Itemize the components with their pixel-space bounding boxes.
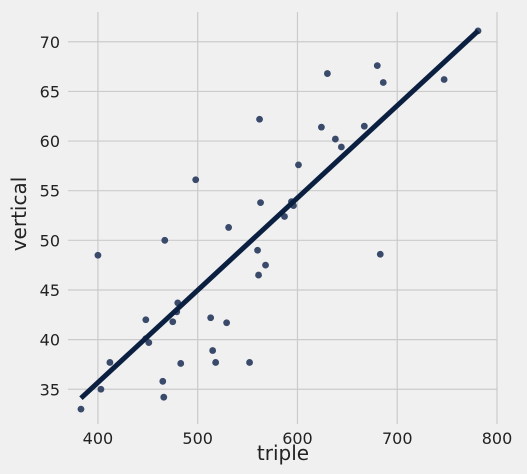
fit-line: [79, 29, 480, 401]
data-point: [77, 405, 85, 413]
y-tick-label: 40: [40, 331, 60, 350]
y-tick-label: 70: [40, 33, 60, 52]
data-point: [254, 246, 261, 254]
data-point: [337, 143, 345, 151]
data-point: [159, 377, 167, 385]
data-point: [225, 224, 233, 231]
data-point: [94, 251, 102, 259]
data-point: [318, 123, 325, 131]
data-point: [169, 318, 177, 326]
data-point: [192, 176, 200, 184]
y-tick-label: 60: [40, 132, 60, 151]
x-tick-label: 500: [182, 429, 213, 448]
data-point: [323, 70, 331, 77]
data-point: [257, 199, 264, 207]
x-tick-label: 800: [482, 429, 513, 448]
data-point: [207, 314, 215, 322]
data-point: [97, 385, 105, 393]
y-tick-label: 50: [40, 231, 60, 250]
data-point: [440, 76, 448, 83]
grid: [68, 12, 498, 424]
x-axis-label: triple: [257, 441, 309, 465]
y-tick-label: 35: [40, 380, 60, 399]
data-point: [106, 359, 114, 366]
y-tick-label: 65: [40, 82, 60, 101]
data-point: [246, 359, 253, 366]
x-tick-label: 700: [382, 429, 413, 448]
data-point: [255, 271, 262, 279]
data-point: [256, 115, 263, 123]
data-point: [145, 339, 153, 346]
x-axis-ticks: 400 500 600 700 800: [83, 429, 513, 448]
data-point: [379, 79, 387, 86]
y-tick-label: 55: [40, 182, 60, 201]
y-tick-label: 45: [40, 281, 60, 300]
y-axis-label: vertical: [7, 177, 31, 252]
data-point: [142, 316, 150, 324]
data-point: [223, 319, 231, 327]
data-point: [160, 393, 168, 401]
fit-line-group: [79, 29, 480, 401]
data-point: [360, 122, 368, 130]
data-point: [161, 236, 169, 244]
data-point: [209, 347, 217, 354]
data-point: [212, 359, 220, 366]
y-axis-ticks: 35 40 45 50 55 60 65 70: [40, 33, 60, 399]
data-point: [262, 261, 269, 269]
data-point: [373, 62, 381, 70]
data-point: [177, 360, 185, 367]
data-point: [331, 135, 339, 143]
data-point: [376, 250, 384, 258]
x-tick-label: 600: [282, 429, 313, 448]
data-point: [295, 161, 302, 169]
x-tick-label: 400: [83, 429, 114, 448]
